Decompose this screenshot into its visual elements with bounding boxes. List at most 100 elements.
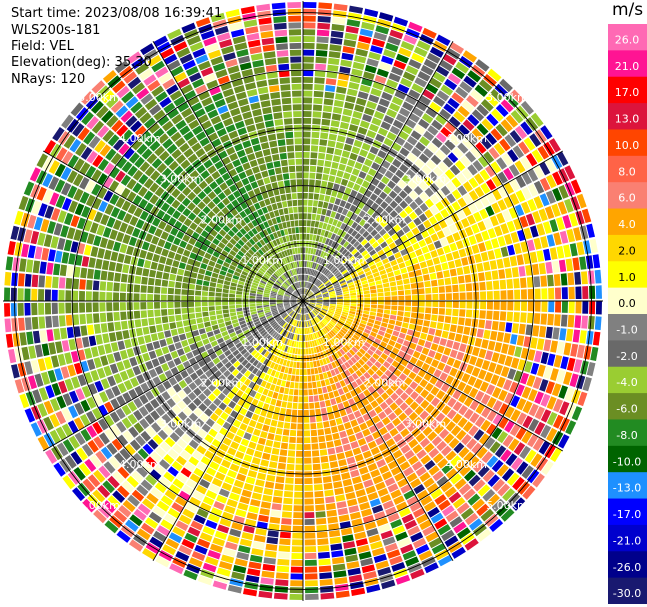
velocity-gate — [243, 225, 251, 233]
velocity-gate — [121, 320, 128, 330]
velocity-gate — [219, 229, 227, 237]
velocity-gate — [173, 237, 181, 246]
velocity-gate — [365, 485, 376, 495]
velocity-gate — [132, 365, 142, 376]
velocity-gate — [99, 237, 108, 249]
velocity-gate — [491, 427, 503, 440]
velocity-gate — [387, 36, 401, 46]
velocity-gate — [520, 100, 534, 115]
velocity-gate — [456, 502, 470, 515]
velocity-gate — [97, 345, 106, 356]
velocity-gate — [271, 308, 278, 312]
velocity-gate — [277, 306, 284, 310]
velocity-gate — [370, 308, 377, 312]
velocity-gate — [194, 296, 201, 301]
velocity-gate — [472, 160, 484, 172]
velocity-gate — [316, 302, 323, 304]
velocity-gate — [217, 524, 230, 534]
velocity-gate — [331, 267, 338, 274]
velocity-gate — [277, 293, 284, 296]
velocity-gate — [333, 259, 339, 266]
velocity-gate — [478, 242, 487, 253]
velocity-gate — [276, 302, 283, 304]
velocity-gate — [239, 228, 247, 236]
velocity-gate — [120, 524, 135, 538]
velocity-gate — [565, 258, 574, 272]
velocity-gate — [375, 396, 384, 405]
velocity-gate — [545, 326, 553, 339]
velocity-gate — [354, 104, 365, 113]
velocity-gate — [178, 379, 188, 389]
velocity-gate — [27, 245, 36, 259]
velocity-gate — [257, 208, 264, 216]
velocity-gate — [543, 339, 552, 352]
velocity-gate — [304, 288, 307, 295]
velocity-gate — [283, 301, 290, 303]
velocity-gate — [450, 473, 462, 485]
velocity-gate — [300, 321, 302, 328]
velocity-gate — [339, 279, 346, 285]
velocity-gate — [55, 410, 67, 425]
velocity-gate — [311, 255, 315, 262]
velocity-gate — [310, 248, 314, 255]
velocity-gate — [70, 241, 79, 253]
velocity-gate — [379, 365, 387, 373]
velocity-gate — [336, 292, 343, 296]
velocity-gate — [39, 330, 48, 343]
velocity-gate — [348, 339, 356, 346]
velocity-gate — [323, 296, 330, 299]
velocity-gate — [262, 403, 270, 411]
velocity-gate — [193, 407, 203, 417]
velocity-gate — [267, 336, 273, 343]
velocity-gate — [486, 455, 499, 468]
velocity-gate — [453, 442, 465, 454]
velocity-gate — [303, 22, 316, 29]
velocity-gate — [268, 318, 275, 323]
velocity-gate — [266, 204, 273, 212]
velocity-gate — [311, 311, 316, 317]
velocity-gate — [268, 279, 275, 284]
velocity-gate — [279, 538, 291, 546]
velocity-gate — [567, 314, 575, 328]
velocity-gate — [455, 61, 470, 74]
velocity-gate — [197, 461, 208, 472]
velocity-gate — [349, 204, 357, 213]
velocity-gate — [331, 318, 338, 323]
velocity-gate — [244, 233, 251, 241]
velocity-gate — [532, 437, 545, 451]
velocity-gate — [139, 68, 153, 81]
velocity-gate — [528, 418, 540, 432]
velocity-gate — [203, 215, 212, 224]
velocity-gate — [454, 333, 463, 342]
velocity-gate — [225, 162, 234, 172]
velocity-gate — [204, 434, 214, 444]
velocity-gate — [325, 261, 331, 268]
velocity-gate — [423, 501, 437, 512]
velocity-gate — [402, 367, 411, 376]
velocity-gate — [526, 469, 540, 484]
velocity-gate — [303, 213, 307, 220]
velocity-gate — [467, 70, 481, 83]
velocity-gate — [328, 289, 335, 293]
velocity-gate — [368, 318, 375, 324]
velocity-gate — [316, 295, 322, 298]
velocity-gate — [539, 325, 547, 338]
velocity-gate — [494, 342, 503, 353]
velocity-gate — [335, 382, 342, 389]
velocity-gate — [400, 234, 408, 243]
velocity-gate — [310, 269, 313, 275]
velocity-gate — [264, 323, 270, 329]
velocity-gate — [474, 84, 488, 97]
velocity-gate — [117, 466, 130, 479]
velocity-gate — [170, 350, 179, 359]
velocity-gate — [243, 267, 250, 274]
velocity-gate — [292, 305, 298, 309]
velocity-gate — [385, 422, 395, 432]
velocity-gate — [436, 230, 445, 239]
velocity-gate — [253, 450, 263, 459]
velocity-gate — [172, 394, 182, 404]
velocity-gate — [320, 321, 326, 327]
velocity-gate — [245, 241, 253, 248]
velocity-gate — [326, 284, 333, 289]
velocity-gate — [193, 397, 202, 407]
